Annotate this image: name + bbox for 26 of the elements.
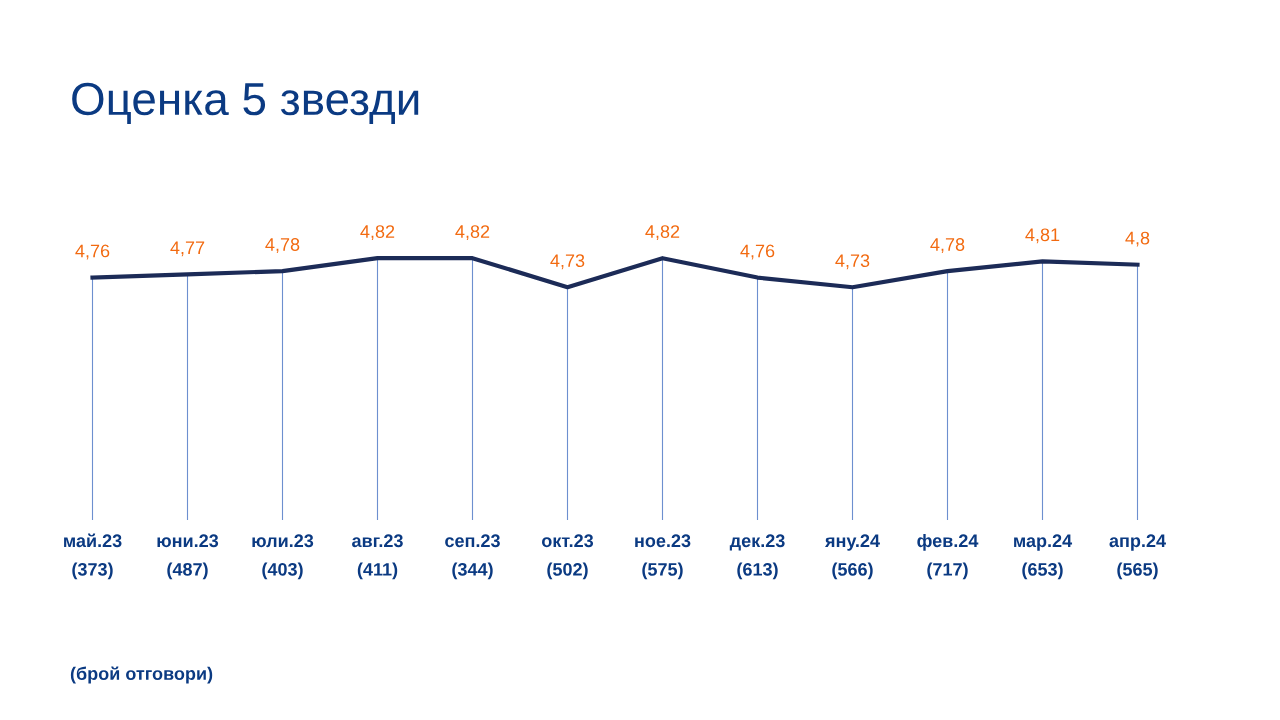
x-tick-label: яну.24 (566) <box>824 534 880 580</box>
data-label: 4,73 <box>835 254 870 270</box>
data-label: 4,76 <box>740 244 775 260</box>
data-label: 4,77 <box>170 241 205 257</box>
x-tick-label: юли.23 (403) <box>252 534 314 580</box>
data-label: 4,82 <box>455 225 490 241</box>
chart-title: Оценка 5 звезди <box>72 82 419 124</box>
x-tick-label: окт.23 (502) <box>541 534 594 580</box>
data-label: 4,82 <box>645 225 680 241</box>
x-tick-label: юни.23 (487) <box>157 534 219 580</box>
data-label: 4,73 <box>550 254 585 270</box>
x-tick-label: фев.24 (717) <box>917 533 979 580</box>
data-label: 4,78 <box>930 238 965 254</box>
data-label: 4,8 <box>1125 231 1150 247</box>
x-tick-label: ное.23 (575) <box>635 534 691 580</box>
x-tick-label: май.23 (373) <box>64 533 122 580</box>
data-label: 4,76 <box>75 244 110 260</box>
x-tick-label: дек.23 (613) <box>729 534 785 580</box>
x-tick-label: авг.23 (411) <box>352 534 403 580</box>
data-label: 4,82 <box>360 225 395 241</box>
text: (брой отговори) <box>70 666 213 684</box>
x-tick-label: сеп.23 (344) <box>445 534 500 580</box>
x-tick-label: мар.24 (653) <box>1014 534 1073 580</box>
data-label: 4,81 <box>1025 228 1060 244</box>
data-label: 4,78 <box>265 238 300 254</box>
x-tick-label: апр.24 (565) <box>1109 534 1166 580</box>
